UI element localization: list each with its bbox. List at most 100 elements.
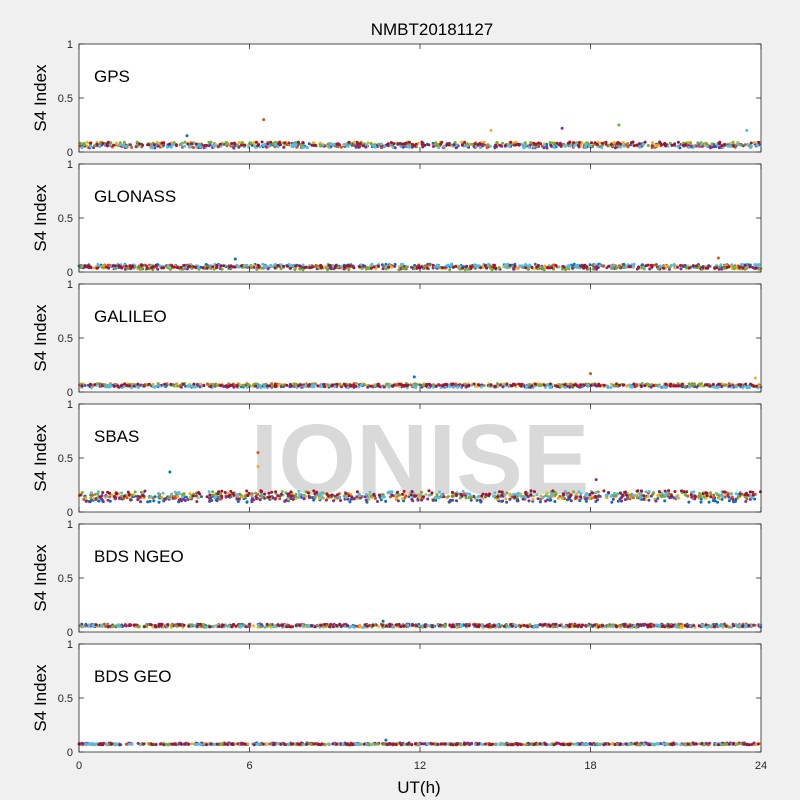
data-point [459,492,463,496]
data-point [595,266,599,270]
data-point [437,264,441,268]
data-point [218,383,222,387]
data-point [195,624,199,628]
data-point [329,622,333,626]
data-point [139,500,143,504]
data-point [385,143,389,146]
data-point [170,492,174,496]
data-point [252,265,256,269]
data-point [96,490,100,494]
data-point [157,500,161,504]
data-point [131,264,135,268]
data-point [259,386,263,390]
data-point [643,140,647,144]
data-point [715,266,719,270]
data-point [459,624,463,628]
data-point [692,490,696,494]
data-point [100,623,103,627]
data-point [120,494,124,498]
data-point [524,266,528,270]
data-point [216,145,220,149]
data-point [723,490,727,494]
data-point [695,264,698,268]
data-point [650,265,654,269]
data-point [243,264,247,267]
data-point [235,144,239,147]
data-point [269,263,273,267]
data-point [359,383,363,387]
data-point [729,144,733,148]
data-point [377,264,380,268]
data-point [487,494,491,498]
data-point [224,140,228,144]
data-point [222,264,226,268]
data-point [749,141,753,145]
data-point [290,145,294,149]
data-point [574,263,578,267]
data-point [211,490,215,494]
data-point [743,143,747,147]
data-point [604,140,608,144]
data-point [308,266,312,270]
data-point [712,625,716,629]
data-point [388,624,392,628]
data-point [266,142,270,146]
data-point [437,383,441,387]
data-point [542,146,546,150]
data-point [722,267,726,271]
data-point [80,491,84,494]
data-point [190,267,194,270]
data-point [687,500,691,504]
data-point [639,496,643,499]
data-point [696,141,700,145]
data-point [414,383,418,387]
data-point [737,265,741,269]
data-point [652,491,656,495]
data-point [463,268,467,272]
data-point [242,383,246,387]
data-point [209,140,213,144]
data-point [283,141,287,145]
data-point [472,382,476,386]
data-point [545,146,549,150]
data-point [623,498,627,502]
data-point [423,624,427,628]
data-point [106,498,110,502]
plot-area [79,284,761,392]
data-point [747,624,751,628]
data-point [513,495,517,499]
data-point [392,383,396,387]
data-point [527,499,531,503]
data-point [115,492,119,496]
data-point [191,385,195,389]
data-point [390,493,394,497]
data-point [273,497,277,501]
data-point [284,498,288,502]
data-point [616,141,620,145]
data-point [111,625,115,628]
data-point [170,623,174,627]
data-point [339,499,342,502]
data-point [169,382,173,386]
data-point [141,143,145,147]
data-point [143,489,147,493]
data-point [698,145,702,148]
data-point [759,490,762,494]
data-point [120,491,124,495]
data-point [653,144,657,147]
data-point [624,265,628,269]
data-point [149,623,153,626]
data-point [635,143,639,147]
data-point [664,382,668,386]
data-point [239,624,243,628]
data-point [122,140,126,144]
data-point [548,141,552,145]
data-point [261,262,265,266]
data-point [481,265,485,269]
data-point [179,385,183,389]
data-point [683,492,687,496]
data-point [138,142,142,146]
data-point [755,143,759,147]
data-point [263,492,267,496]
data-point [552,146,556,149]
